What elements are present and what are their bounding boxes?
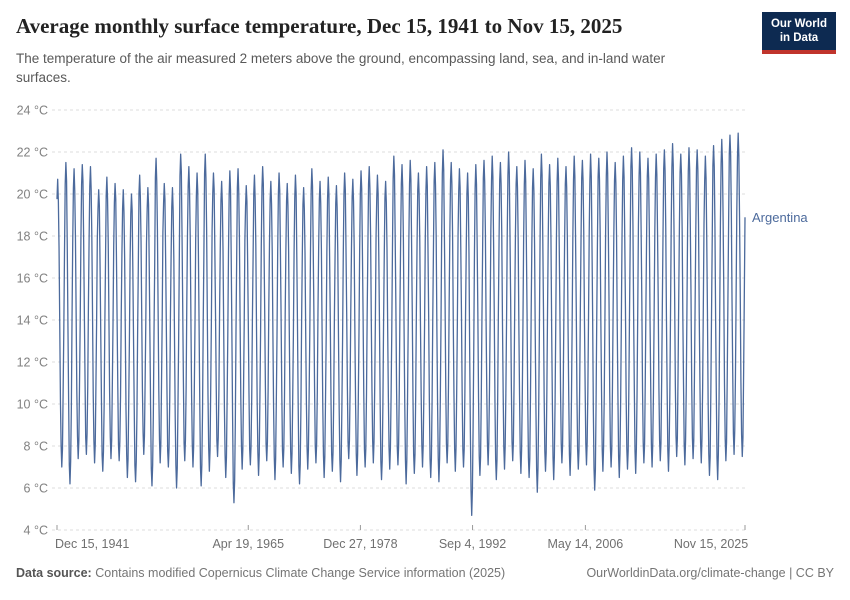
- y-tick-label: 24 °C: [17, 104, 48, 118]
- y-axis-labels: 4 °C 6 °C 8 °C 10 °C 12 °C 14 °C 16 °C 18 °C 20 …: [17, 104, 48, 538]
- owid-logo[interactable]: Our World in Data: [762, 12, 836, 54]
- credit-link[interactable]: OurWorldinData.org/climate-change | CC B…: [586, 566, 834, 580]
- data-source-note: Data source: Contains modified Copernicu…: [16, 566, 505, 580]
- page-title: Average monthly surface temperature, Dec…: [16, 14, 623, 38]
- x-tick-label: Dec 27, 1978: [323, 537, 397, 551]
- y-tick-label: 10 °C: [17, 398, 48, 412]
- y-tick-label: 20 °C: [17, 188, 48, 202]
- owid-logo-line1: Our World: [770, 18, 827, 30]
- owid-logo-line2: in Data: [779, 32, 819, 45]
- data-source-label: Data source:: [16, 566, 92, 580]
- x-tick-label: Sep 4, 1992: [439, 537, 506, 551]
- y-tick-label: 6 °C: [24, 482, 48, 496]
- y-tick-label: 8 °C: [24, 440, 48, 454]
- x-tick-label: Apr 19, 1965: [212, 537, 284, 551]
- x-tick-label: Nov 15, 2025: [674, 537, 748, 551]
- x-tick-label: May 14, 2006: [548, 537, 624, 551]
- footer: Data source: Contains modified Copernicu…: [16, 566, 834, 580]
- y-tick-label: 22 °C: [17, 146, 48, 160]
- data-source-text: Contains modified Copernicus Climate Cha…: [95, 566, 506, 580]
- x-tick-label: Dec 15, 1941: [55, 537, 129, 551]
- y-tick-label: 4 °C: [24, 524, 48, 538]
- y-tick-label: 16 °C: [17, 272, 48, 286]
- chart-subtitle: The temperature of the air measured 2 me…: [16, 51, 666, 86]
- y-tick-label: 12 °C: [17, 356, 48, 370]
- x-axis-labels: Dec 15, 1941 Apr 19, 1965 Dec 27, 1978 Sep …: [55, 537, 748, 551]
- series-label-argentina[interactable]: Argentina: [752, 210, 808, 225]
- y-tick-label: 14 °C: [17, 314, 48, 328]
- x-axis-ticks: [56, 525, 746, 530]
- y-tick-label: 18 °C: [17, 230, 48, 244]
- argentina-series-line[interactable]: [56, 132, 746, 516]
